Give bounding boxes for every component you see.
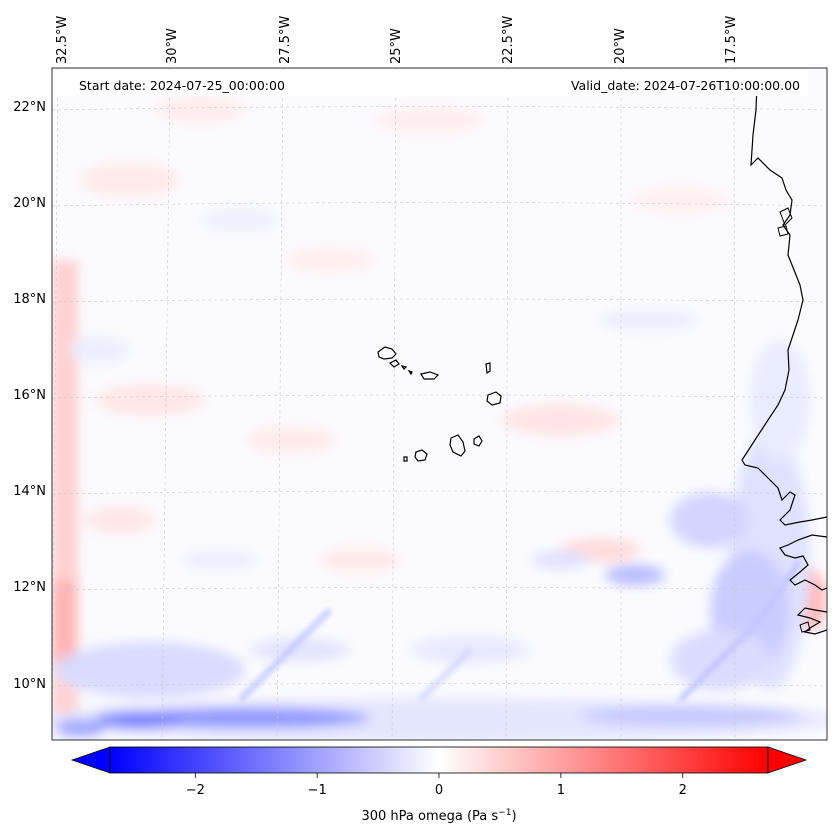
colorbar: −2 −1 0 1 2 300 hPa omega (Pa s−1) [70,746,808,824]
latitude-labels: 22°N 20°N 18°N 16°N 14°N 12°N 10°N [13,100,46,692]
lon-label-22-5w: 22.5°W [501,16,516,64]
colorbar-extend-max [767,746,808,774]
lat-label-20n: 20°N [13,196,46,211]
colorbar-ticks: −2 −1 0 1 2 [186,773,687,798]
lon-label-20w: 20°W [613,28,628,64]
cape-verde-islands [377,346,502,462]
map-panel [52,68,827,740]
lon-label-27-5w: 27.5°W [278,16,293,64]
lat-label-10n: 10°N [13,677,46,692]
valid-date-label: Valid_date: 2024-07-26T10:00:00.00 [571,78,800,93]
colorbar-tick-label: −2 [186,783,205,798]
colorbar-tick-label: −1 [308,783,327,798]
colorbar-extend-min [70,746,111,774]
graticule [52,68,827,740]
omega-field [52,96,827,740]
lon-label-17-5w: 17.5°W [724,16,739,64]
lat-label-12n: 12°N [13,580,46,595]
colorbar-tick-label: 0 [435,783,443,798]
lat-label-14n: 14°N [13,484,46,499]
lat-label-18n: 18°N [13,292,46,307]
lat-label-22n: 22°N [13,100,46,115]
lat-label-16n: 16°N [13,388,46,403]
lon-label-30w: 30°W [165,28,180,64]
africa-coastline [741,84,827,635]
start-date-label: Start date: 2024-07-25_00:00:00 [79,78,285,93]
longitude-labels: 32.5°W 30°W 27.5°W 25°W 22.5°W 20°W 17.5… [55,16,739,64]
colorbar-tick-label: 2 [679,783,687,798]
colorbar-title: 300 hPa omega (Pa s−1) [361,808,516,824]
lon-label-32-5w: 32.5°W [55,16,70,64]
colorbar-tick-label: 1 [557,783,565,798]
colorbar-gradient [109,746,769,774]
lon-label-25w: 25°W [389,28,404,64]
